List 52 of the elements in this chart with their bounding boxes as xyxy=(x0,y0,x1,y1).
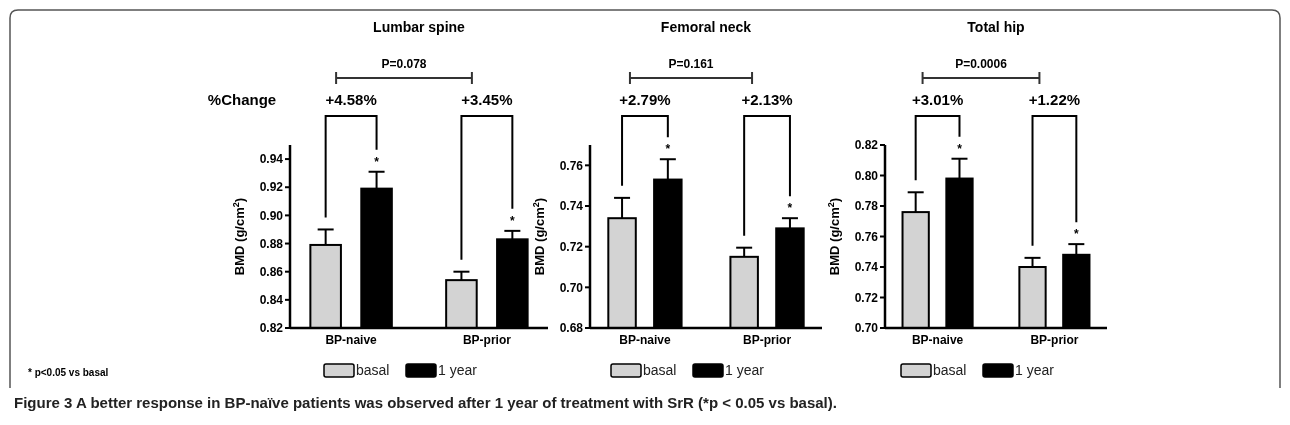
y-tick-label: 0.76 xyxy=(854,229,879,244)
legend-label: 1 year xyxy=(1015,362,1055,378)
legend-label: basal xyxy=(356,362,390,378)
text: P=0.161 xyxy=(668,57,714,71)
y-tick-label: 0.80 xyxy=(854,168,879,183)
text: +1.22% xyxy=(1028,91,1081,108)
legend-label: 1 year xyxy=(438,362,478,378)
text: P=0.078 xyxy=(381,57,427,71)
text: %Change xyxy=(207,91,277,108)
chart-title: Lumbar spine xyxy=(373,19,466,35)
y-tick-label: 0.70 xyxy=(854,321,879,336)
text: * p<0.05 vs basal xyxy=(28,367,109,378)
y-tick-label: 0.78 xyxy=(854,199,879,214)
y-tick-label: 0.94 xyxy=(259,152,284,167)
legend-label: 1 year xyxy=(725,362,765,378)
data-label: * xyxy=(1073,227,1079,242)
y-tick-label: 0.86 xyxy=(259,264,284,279)
data-label: * xyxy=(787,201,793,216)
x-tick-label: BP-naive xyxy=(911,333,964,347)
chart-title: Femoral neck xyxy=(660,19,752,35)
y-tick-label: 0.72 xyxy=(854,290,879,305)
y-tick-label: 0.82 xyxy=(854,138,879,153)
y-tick-label: 0.90 xyxy=(259,208,284,223)
text: +2.13% xyxy=(741,91,793,108)
data-label: * xyxy=(374,154,380,169)
y-tick-label: 0.82 xyxy=(259,321,284,336)
data-label: * xyxy=(665,142,671,157)
y-tick-label: 0.88 xyxy=(259,236,284,251)
y-tick-label: 0.72 xyxy=(559,239,584,254)
legend-label: basal xyxy=(643,362,677,378)
text: +3.45% xyxy=(461,91,513,108)
x-tick-label: BP-prior xyxy=(743,333,792,347)
text: P=0.0006 xyxy=(955,57,1008,71)
x-tick-label: BP-prior xyxy=(1030,333,1079,347)
x-tick-label: BP-naive xyxy=(619,333,671,347)
text: +2.79% xyxy=(619,91,671,108)
y-tick-label: 0.68 xyxy=(559,321,584,336)
caption: Figure 3 A better response in BP-naïve patients was observed after 1 year of treatment with SrR (*p < 0.05 vs basal). xyxy=(14,394,837,411)
y-tick-label: 0.76 xyxy=(559,158,584,173)
data-label: * xyxy=(510,213,516,228)
x-tick-label: BP-prior xyxy=(462,333,512,347)
y-tick-label: 0.84 xyxy=(259,293,284,308)
y-tick-label: 0.74 xyxy=(559,199,584,214)
legend-label: basal xyxy=(933,362,967,378)
y-tick-label: 0.92 xyxy=(259,180,284,195)
chart-title: Total hip xyxy=(967,19,1025,35)
data-label: * xyxy=(957,141,963,156)
x-tick-label: BP-naive xyxy=(325,333,378,347)
y-tick-label: 0.74 xyxy=(854,260,879,275)
text: +3.01% xyxy=(911,91,964,108)
text: +4.58% xyxy=(325,91,377,108)
y-tick-label: 0.70 xyxy=(559,280,584,295)
